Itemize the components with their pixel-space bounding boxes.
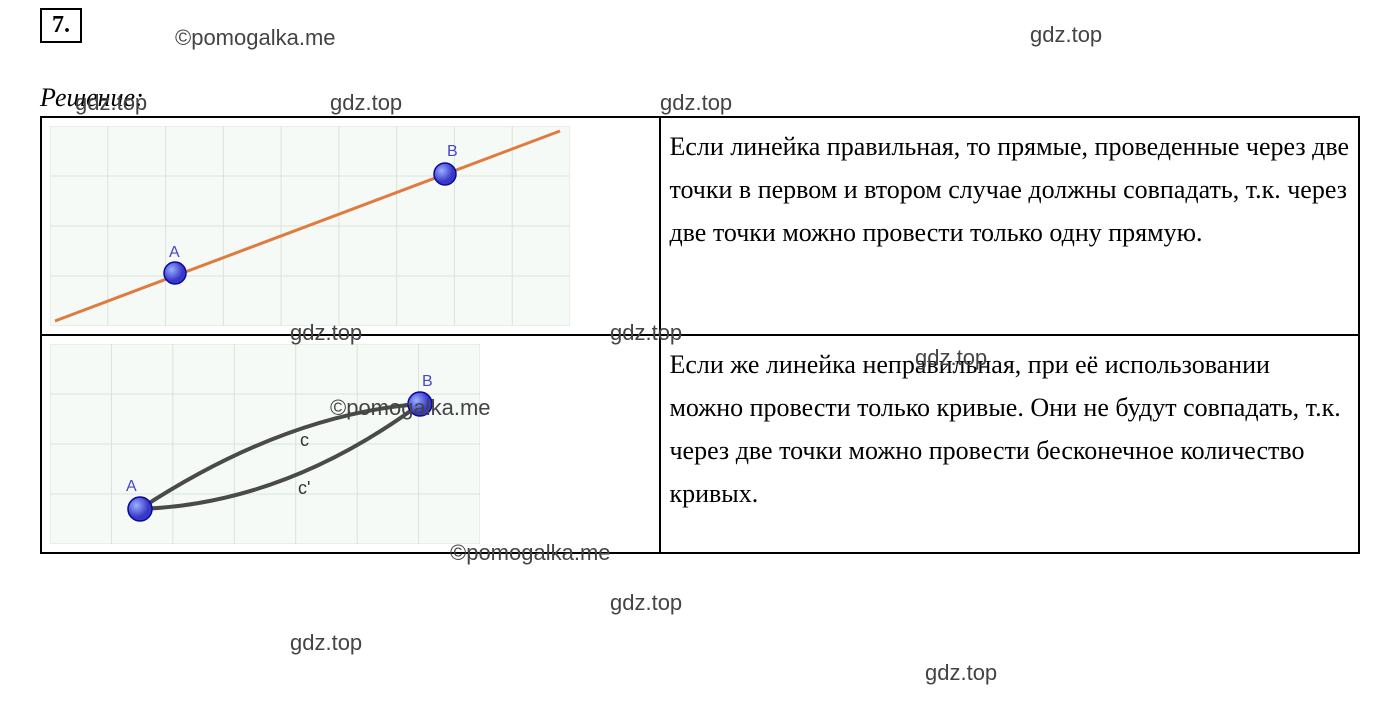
watermark-pomogalka: ©pomogalka.me bbox=[175, 25, 336, 51]
watermark-gdz: gdz.top bbox=[925, 660, 997, 686]
svg-text:B: B bbox=[447, 143, 458, 160]
svg-text:c': c' bbox=[298, 478, 310, 498]
curves-diagram: A Bc c' bbox=[50, 344, 480, 544]
svg-text:A: A bbox=[169, 244, 180, 261]
explanation-1: Если линейка правильная, то прямые, пров… bbox=[660, 117, 1359, 335]
diagram-cell-1: AB bbox=[41, 117, 660, 335]
explanation-2: Если же линейка неправильная, при её исп… bbox=[660, 335, 1359, 553]
problem-number: 7. bbox=[40, 8, 82, 43]
diagram-cell-2: A Bc c' bbox=[41, 335, 660, 553]
watermark-gdz: gdz.top bbox=[610, 590, 682, 616]
svg-text:A: A bbox=[126, 478, 137, 495]
solution-label: Решение: bbox=[40, 83, 1360, 113]
svg-text:B: B bbox=[422, 373, 433, 390]
watermark-gdz: gdz.top bbox=[290, 630, 362, 656]
svg-text:c: c bbox=[300, 430, 309, 450]
table-row: AB Если линейка правильная, то прямые, п… bbox=[41, 117, 1359, 335]
line-diagram: AB bbox=[50, 126, 570, 326]
watermark-gdz: gdz.top bbox=[1030, 22, 1102, 48]
solution-table: AB Если линейка правильная, то прямые, п… bbox=[40, 116, 1360, 554]
table-row: A Bc c' Если же линейка неправильная, при … bbox=[41, 335, 1359, 553]
